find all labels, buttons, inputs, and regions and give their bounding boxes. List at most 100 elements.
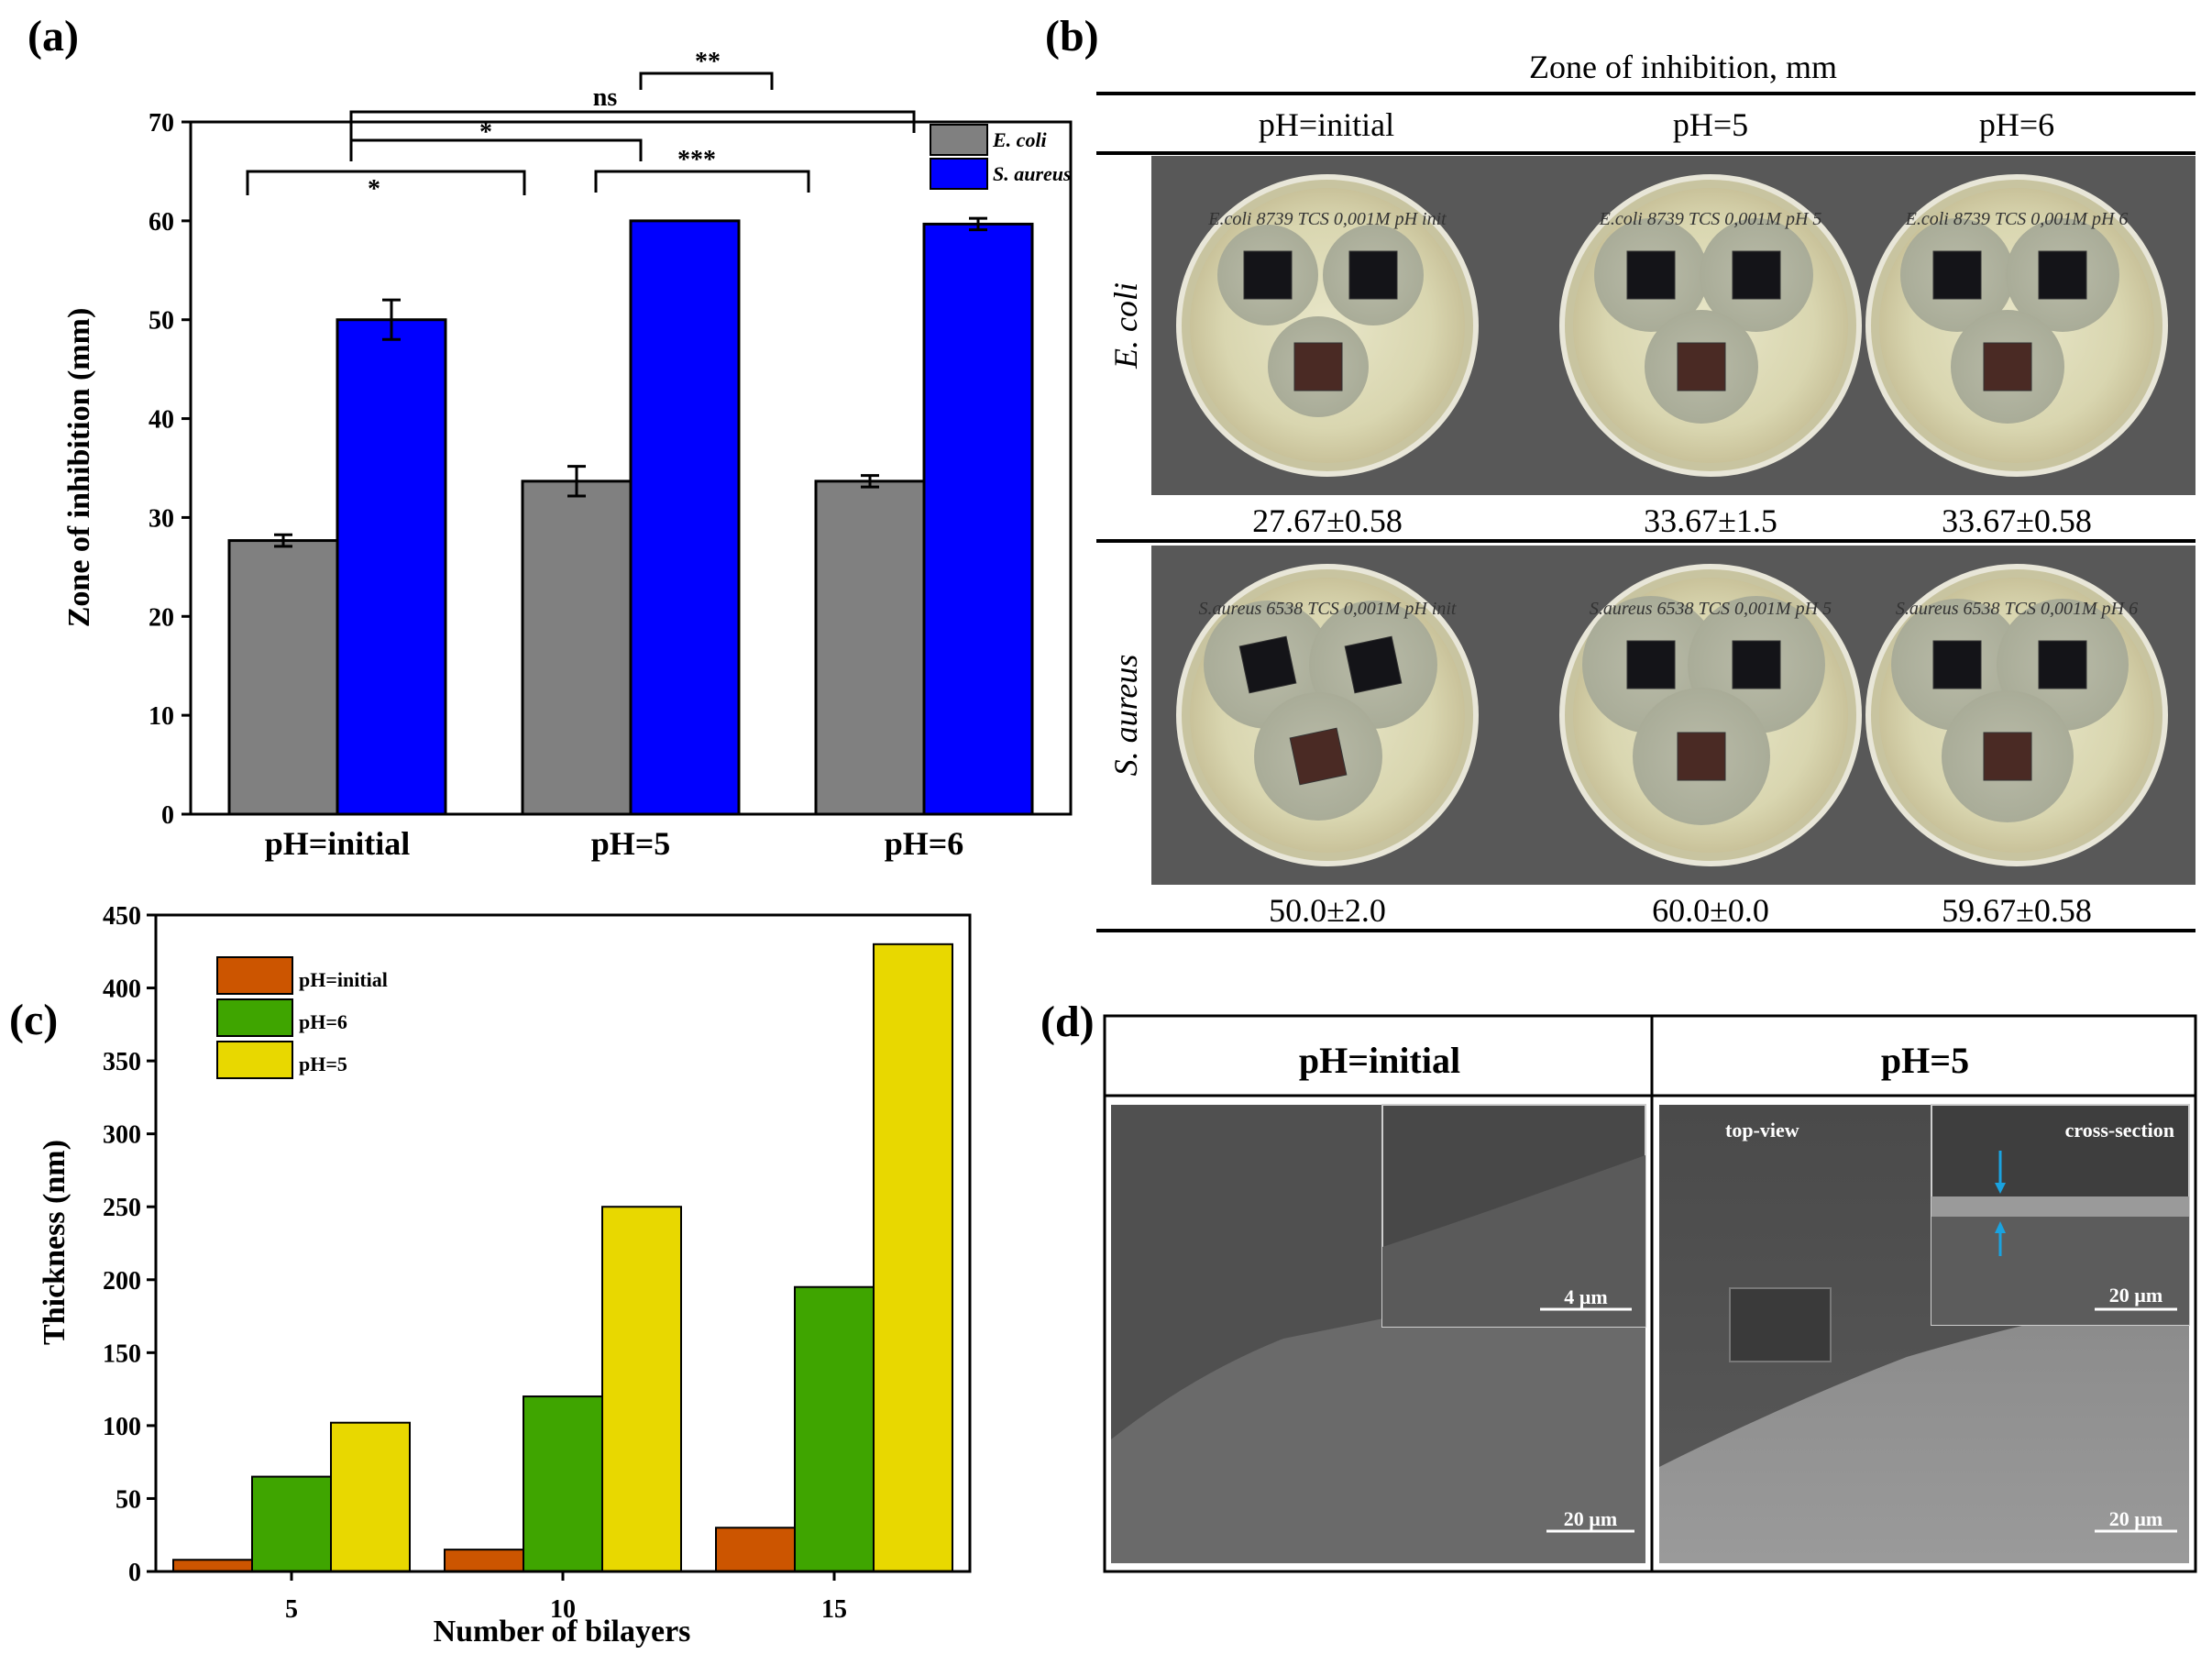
coated-sample-square (1932, 640, 1982, 689)
legend-c-ph5-swatch (216, 1041, 293, 1079)
sig-three-star: *** (677, 146, 716, 174)
sem-ph5-main-scale: 20 µm (2109, 1507, 2163, 1530)
bar-a (336, 318, 447, 816)
legend-a-saureus-label: S. aureus (993, 162, 1072, 185)
coated-sample-square (1289, 727, 1348, 786)
ecoli-value-ph5: 33.67±1.5 (1644, 502, 1777, 539)
y-tick-label-c: 100 (103, 1413, 141, 1441)
bar-a (629, 219, 741, 816)
legend-c-ph5-label: pH=5 (299, 1053, 347, 1075)
sem-image-ph5 (1659, 1104, 2190, 1563)
bracket-two-star (639, 72, 774, 90)
y-tick-label-a: 20 (149, 603, 174, 632)
sig-two-star: ** (695, 48, 721, 76)
bar-c (444, 1549, 524, 1572)
y-tick-label-c: 200 (103, 1267, 141, 1296)
bar-c (794, 1285, 875, 1572)
sem-initial-inset-scale: 4 µm (1564, 1285, 1608, 1308)
bracket-initial-ecoli-vs-ph6-ecoli (246, 170, 526, 195)
chart-a-frame (189, 120, 1073, 816)
ecoli-plates: E.coli 8739 TCS 0,001M pH init E.coli 873… (1176, 174, 2168, 477)
legend-c-ph6-label: pH=6 (299, 1010, 347, 1033)
coated-sample-square (1677, 342, 1726, 391)
petri-dish-handwriting: E.coli 8739 TCS 0,001M pH 5 (1599, 209, 1822, 229)
y-tick-label-c: 450 (103, 902, 141, 931)
sig-star-2: * (479, 118, 492, 147)
y-tick-label-c: 350 (103, 1048, 141, 1076)
bar-a (922, 222, 1034, 816)
x-category-label-a: pH=6 (885, 825, 964, 862)
legend-a-ecoli-swatch (930, 124, 988, 156)
coated-sample-square (1732, 250, 1781, 300)
panel-b-letter: (b) (1045, 12, 1099, 61)
coated-sample-square (1348, 250, 1398, 300)
chart-a: 0 10 20 30 40 50 60 70 pH=initial pH=5 pH=6 (149, 109, 1034, 862)
petri-dish-handwriting: S.aureus 6538 TCS 0,001M pH 6 (1896, 599, 2138, 619)
saureus-value-ph5: 60.0±0.0 (1652, 892, 1769, 929)
coated-sample-square (2038, 640, 2087, 689)
petri-dish-handwriting: S.aureus 6538 TCS 0,001M pH init (1199, 599, 1457, 619)
bracket-ns (349, 110, 916, 140)
y-tick-label-a: 0 (161, 801, 174, 830)
x-category-label-a: pH=initial (265, 825, 411, 862)
x-category-label-c: 10 (550, 1595, 576, 1624)
coated-sample-square (1983, 732, 2032, 781)
petri-dish-handwriting: E.coli 8739 TCS 0,001M pH 6 (1905, 209, 2129, 229)
y-tick-label-c: 50 (116, 1485, 141, 1514)
y-tick-label-c: 300 (103, 1121, 141, 1150)
chart-c-xlabel: Number of bilayers (434, 1615, 691, 1648)
bar-c (523, 1395, 603, 1572)
table-b-col-3: pH=6 (1979, 106, 2054, 143)
ecoli-value-ph6: 33.67±0.58 (1942, 502, 2092, 539)
bar-c (251, 1475, 332, 1572)
legend-a-ecoli-label: E. coli (992, 128, 1048, 151)
bar-c (330, 1421, 411, 1572)
bar-c (715, 1527, 796, 1573)
saureus-value-initial: 50.0±2.0 (1269, 892, 1386, 929)
y-tick-label-a: 40 (149, 406, 174, 435)
bracket-three-star (594, 170, 810, 193)
coated-sample-square (1932, 250, 1982, 300)
bar-a (814, 480, 926, 816)
chart-a-ylabel: Zone of inhibition (mm) (62, 308, 96, 628)
legend-c-ph6-swatch (216, 998, 293, 1037)
panel-c-letter: (c) (9, 996, 58, 1044)
bar-c (601, 1206, 682, 1572)
y-tick-label-c: 0 (128, 1559, 141, 1587)
chart-c: 0 50 100 150 200 250 300 350 400 450 5 10 15 (103, 902, 953, 1624)
bar-c (172, 1559, 253, 1573)
y-tick-label-a: 60 (149, 208, 174, 237)
coated-sample-square (1626, 640, 1676, 689)
row-label-saureus: S. aureus (1107, 655, 1144, 777)
significance-brackets (246, 72, 916, 195)
coated-sample-square (2038, 250, 2087, 300)
chart-c-ylabel: Thickness (nm) (38, 1140, 72, 1345)
bar-a (521, 480, 633, 816)
ecoli-value-initial: 27.67±0.58 (1252, 502, 1403, 539)
sem-frame (1103, 1014, 2197, 1573)
bracket-initial-saureus-vs-ph5-ecoli (349, 138, 643, 161)
bar-a (227, 539, 339, 816)
coated-sample-square (1243, 250, 1293, 300)
sem-col-ph5: pH=5 (1881, 1040, 1969, 1081)
petri-dish-handwriting: S.aureus 6538 TCS 0,001M pH 5 (1590, 599, 1832, 619)
y-tick-label-c: 250 (103, 1194, 141, 1222)
x-category-label-c: 15 (821, 1595, 847, 1624)
y-tick-label-a: 50 (149, 307, 174, 336)
table-b-col-2: pH=5 (1673, 106, 1748, 143)
y-tick-label-c: 150 (103, 1340, 141, 1368)
x-category-label-c: 5 (285, 1595, 298, 1624)
sem-initial-main-scale: 20 µm (1564, 1507, 1618, 1530)
chart-c-frame (154, 913, 972, 1573)
x-category-label-a: pH=5 (591, 825, 671, 862)
sem-ph5-top-label: top-view (1725, 1119, 1799, 1141)
y-tick-label-a: 10 (149, 702, 174, 731)
sig-ns: ns (593, 83, 618, 112)
sem-image-initial (1111, 1104, 1646, 1563)
sem-ph5-inset-scale: 20 µm (2109, 1284, 2163, 1307)
coated-sample-square (1293, 342, 1343, 391)
saureus-value-ph6: 59.67±0.58 (1942, 892, 2092, 929)
bar-c (873, 943, 953, 1573)
row-label-ecoli: E. coli (1107, 282, 1144, 369)
